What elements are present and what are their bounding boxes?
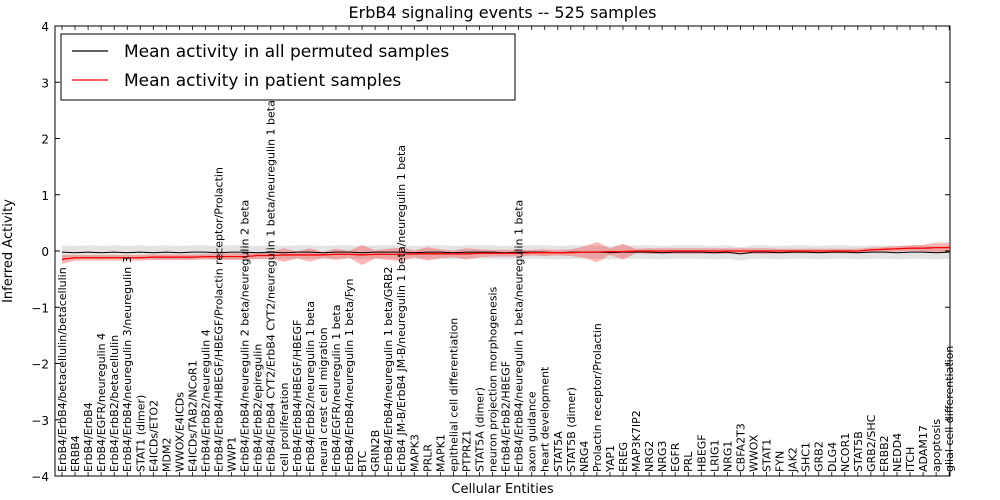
x-tick-label: NCOR1 — [839, 433, 852, 472]
x-tick-label: axon guidance — [526, 391, 539, 472]
x-tick-label: ErbB4/ErbB4/betacellulin/betacellulin — [56, 267, 69, 472]
x-tick-label: WWOX/E4ICDs — [173, 392, 186, 472]
x-tick-label: ErbB4/ErbB2/epiregulin — [252, 344, 265, 472]
x-tick-label: LRIG1 — [708, 439, 721, 472]
x-tick-label: PTPRZ1 — [460, 430, 473, 472]
x-tick-label: cell proliferation — [278, 382, 291, 472]
x-tick-label: ErbB4/EGFR/neuregulin 4 — [95, 333, 108, 472]
legend: Mean activity in all permuted samples Me… — [60, 33, 516, 101]
y-tick-label: 0 — [41, 245, 49, 259]
x-tick-label: BTC — [356, 450, 369, 472]
x-tick-label: ErbB4/ErbB2/neuregulin 1 beta — [304, 301, 317, 472]
x-tick-label: ErbB4/ErbB4/HBEGF/HBEGF — [291, 320, 304, 472]
x-tick-label: ErbB4/ErbB4/neuregulin 1 beta/GRB2 — [382, 267, 395, 472]
x-tick-label: E4ICDs/ETO2 — [147, 400, 160, 472]
x-tick-label: heart development — [539, 366, 552, 472]
y-tick-label: 3 — [41, 76, 49, 90]
series-line-patient — [61, 246, 950, 261]
x-tick-label: ErbB4/ErbB4/neuregulin 1 beta/Fyn — [343, 278, 356, 472]
y-tick-label: 4 — [41, 20, 49, 34]
legend-box — [60, 33, 516, 101]
x-tick-label: GRB2 — [813, 441, 826, 472]
x-tick-label: EGFR — [669, 442, 682, 472]
x-tick-label: STAT5A (dimer) — [473, 387, 486, 472]
x-tick-label: ERBB2 — [878, 435, 891, 472]
plot-area: ErbB4/ErbB4/betacellulin/betacellulin ERB… — [31, 20, 956, 484]
x-tick-label: MDM2 — [160, 438, 173, 472]
x-tick-label: NRG4 — [578, 441, 591, 472]
x-tick-label: E4ICDs/TAB2/NCoR1 — [186, 360, 199, 472]
y-tick-label: −2 — [31, 358, 49, 372]
x-tick-label: NEDD4 — [891, 433, 904, 472]
x-tick-label: STAT5B (dimer) — [565, 387, 578, 472]
x-tick-label: ErbB4/ErbB4/neuregulin 1 beta/neuregulin… — [513, 200, 526, 472]
x-axis-ticks — [61, 26, 950, 476]
y-tick-label: 2 — [41, 133, 49, 147]
y-axis-label: Inferred Activity — [1, 199, 16, 303]
x-tick-label: MAPK3 — [408, 434, 421, 472]
y-axis: −4 −3 −2 −1 0 1 2 3 4 — [31, 20, 950, 484]
x-tick-label: MAPK1 — [434, 434, 447, 472]
x-tick-label: NRG2 — [643, 441, 656, 472]
x-tick-label: JAK2 — [787, 447, 800, 473]
x-tick-label: neuron projection morphogenesis — [487, 286, 500, 472]
x-tick-label: EREG — [617, 442, 630, 472]
x-axis-label: Cellular Entities — [451, 482, 553, 497]
x-tick-label: SHC1 — [800, 442, 813, 472]
x-tick-label: WWOX — [747, 434, 760, 472]
x-tick-label: GRIN2B — [369, 430, 382, 472]
x-tick-label: ErbB4/ErbB2/neuregulin 4 — [200, 329, 213, 472]
x-tick-label: NRG1 — [721, 441, 734, 472]
x-tick-labels: ErbB4/ErbB4/betacellulin/betacellulin ERB… — [56, 100, 956, 473]
x-tick-label: ErbB4/ErbB4 — [82, 402, 95, 472]
x-tick-label: Prolactin receptor/Prolactin — [591, 323, 604, 472]
x-tick-label: ErbB4 JM-B/ErbB4 JM-B/neuregulin 1 beta/… — [395, 145, 408, 472]
x-tick-label: STAT5A — [552, 431, 565, 472]
x-tick-label: DLG4 — [826, 442, 839, 472]
y-tick-label: −3 — [31, 414, 49, 428]
x-tick-label: ErbB4/ErbB4/HBEGF/HBEGF/Prolactin recept… — [213, 167, 226, 472]
x-tick-label: neural crest cell migration — [317, 327, 330, 472]
legend-entry-patient: Mean activity in patient samples — [124, 71, 401, 91]
x-tick-label: FYN — [774, 451, 787, 472]
x-tick-label: HBEGF — [695, 434, 708, 472]
x-tick-label: ITCH — [904, 447, 917, 472]
x-tick-label: ErbB4/ErbB4/neuregulin 3/neuregulin 3 — [121, 256, 134, 472]
y-tick-label: −1 — [31, 301, 49, 315]
x-tick-label: ErbB4/ErbB4 CYT2/ErbB4 CYT2/neuregulin 1… — [265, 100, 278, 472]
y-tick-label: −4 — [31, 470, 49, 484]
x-tick-label: STAT1 (dimer) — [134, 395, 147, 472]
x-tick-label: apoptosis — [930, 419, 943, 472]
x-tick-label: NRG3 — [656, 441, 669, 472]
x-tick-label: ADAM17 — [917, 425, 930, 472]
x-tick-label: ErbB4/ErbB4/neuregulin 2 beta/neuregulin… — [239, 200, 252, 472]
x-tick-label: STAT1 — [761, 439, 774, 472]
x-tick-label: STAT5B — [852, 431, 865, 472]
x-tick-label: MAP3K7IP2 — [630, 410, 643, 472]
x-tick-label: YAP1 — [604, 445, 617, 473]
x-tick-label: PRL — [682, 451, 695, 472]
x-tick-label: ErbB4/EGFR/neuregulin 1 beta — [330, 305, 343, 472]
legend-entry-permuted: Mean activity in all permuted samples — [124, 42, 449, 62]
x-tick-label: ErbB4/ErbB2/HBEGF — [500, 361, 513, 472]
x-tick-label: ERBB4 — [69, 435, 82, 472]
y-tick-label: 1 — [41, 189, 49, 203]
x-tick-label: epithelial cell differentiation — [447, 318, 460, 472]
x-tick-label: CBFA2T3 — [734, 423, 747, 472]
x-tick-label: PRLR — [421, 444, 434, 472]
x-tick-label: GRB2/SHC — [865, 414, 878, 472]
x-tick-label: WWP1 — [226, 437, 239, 472]
x-tick-label: ErbB4/ErbB2/betacellulin — [108, 335, 121, 472]
chart-title: ErbB4 signaling events -- 525 samples — [349, 3, 657, 22]
